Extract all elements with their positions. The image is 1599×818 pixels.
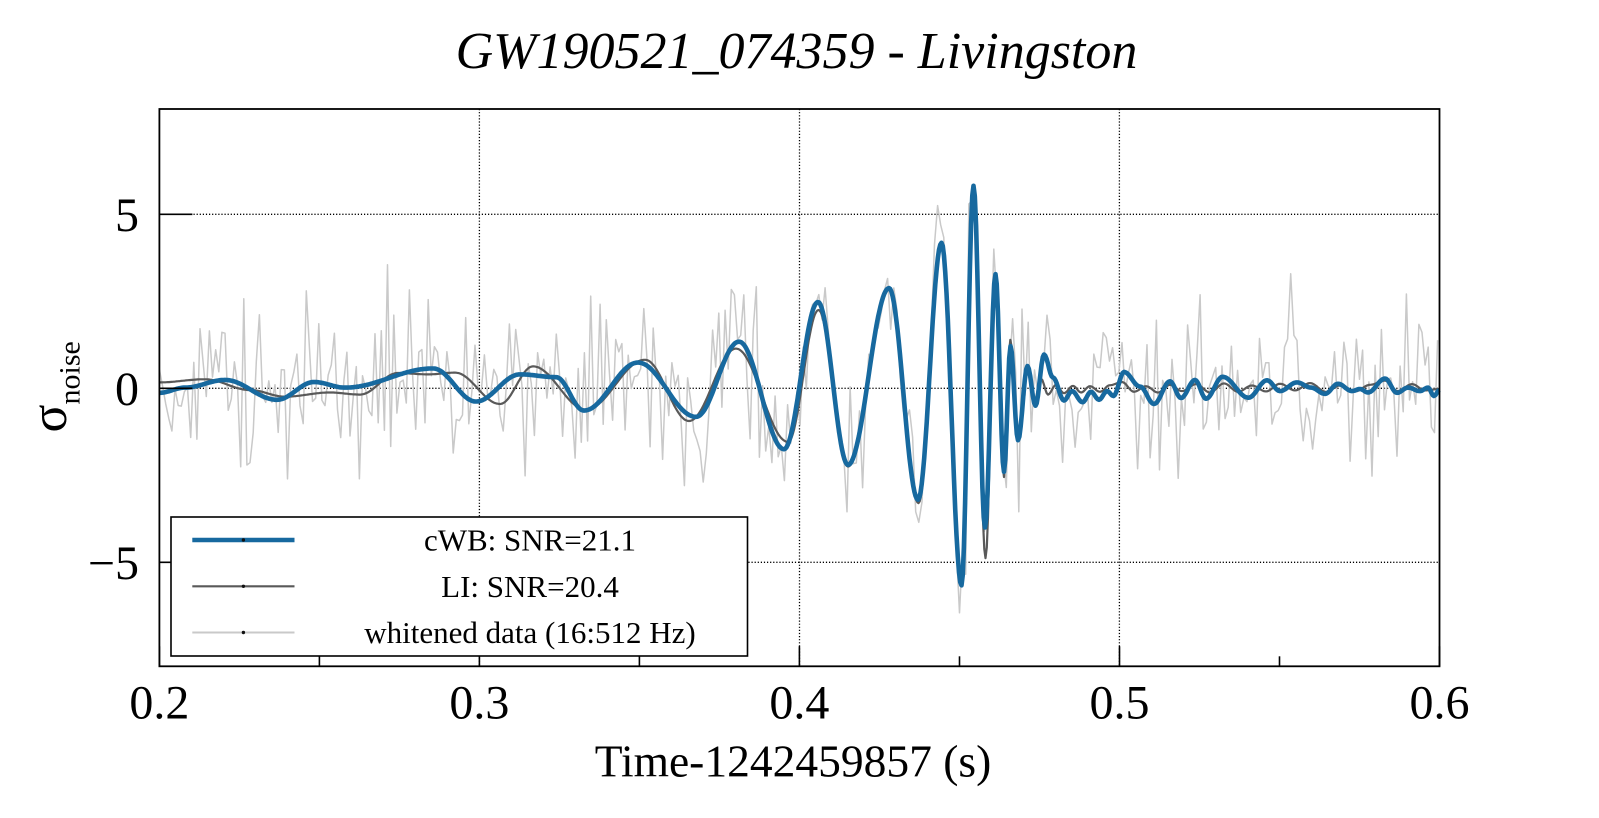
- svg-text:0.3: 0.3: [449, 677, 509, 730]
- svg-text:5: 5: [115, 189, 139, 242]
- svg-text:GW190521_074359 - Livingston: GW190521_074359 - Livingston: [456, 23, 1138, 80]
- svg-text:cWB: SNR=21.1: cWB: SNR=21.1: [424, 523, 636, 558]
- svg-text:0.2: 0.2: [129, 677, 189, 730]
- svg-text:0: 0: [115, 363, 139, 416]
- svg-text:0.4: 0.4: [769, 677, 829, 730]
- svg-text:whitened data (16:512 Hz): whitened data (16:512 Hz): [364, 615, 695, 650]
- svg-text:Time-1242459857 (s): Time-1242459857 (s): [595, 736, 991, 787]
- svg-text:0.6: 0.6: [1410, 677, 1470, 730]
- svg-text:LI: SNR=20.4: LI: SNR=20.4: [441, 569, 619, 604]
- svg-text:−5: −5: [88, 537, 139, 590]
- svg-text:0.5: 0.5: [1090, 677, 1150, 730]
